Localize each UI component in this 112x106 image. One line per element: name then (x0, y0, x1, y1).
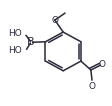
Text: O: O (89, 82, 96, 91)
Text: HO: HO (9, 46, 22, 55)
Text: O: O (52, 16, 59, 25)
Text: HO: HO (8, 29, 22, 38)
Text: O: O (99, 60, 106, 69)
Text: B: B (27, 37, 35, 47)
